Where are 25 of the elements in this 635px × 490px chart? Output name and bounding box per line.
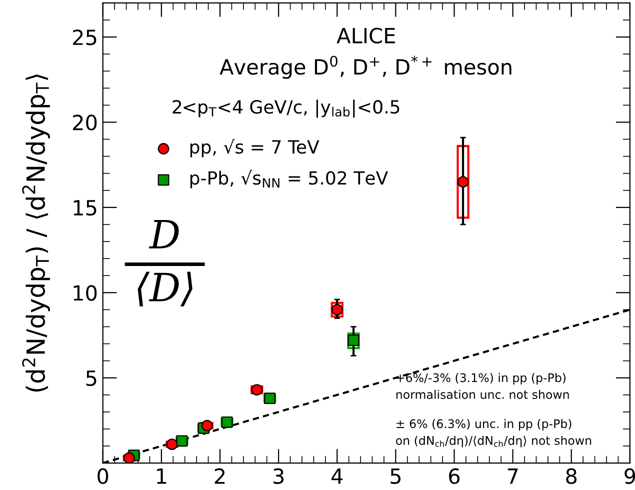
x-tick-label: 5 xyxy=(390,468,400,484)
x-tick-label: 3 xyxy=(274,468,284,484)
y-tick-label: 10 xyxy=(74,285,97,301)
y-tick-label: 25 xyxy=(73,29,96,46)
y-tick-label: 20 xyxy=(73,114,97,130)
annotation: +6%/-3% (3.1%) in pp (p-Pb) normalisation unc. not shown xyxy=(396,373,569,399)
x-tick-label: 7 xyxy=(508,468,518,484)
text: ALICE xyxy=(336,28,395,44)
x-tick-label: 4 xyxy=(332,468,343,484)
legend-label: pp, √s = 7 TeV xyxy=(190,138,320,158)
text: (d$^{2}$N/dydp$_{T}$) / ⟨d$^{2}$N/dydp$_{T}$⟩ xyxy=(22,74,50,392)
x-tick-label: 1 xyxy=(157,468,166,484)
x-tick-label: 6 xyxy=(449,468,460,484)
annotation: ± 6% (6.3%) unc. in pp (p-Pb) on (dN$_{ch}$/dη)/⟨dN$_{ch}$/dη⟩ not shown xyxy=(396,419,592,448)
x-tick-label: 0 xyxy=(98,468,108,484)
annotation: D xyxy=(148,220,179,248)
x-tick-label: 2 xyxy=(214,468,225,484)
x-tick-label: 9 xyxy=(624,468,635,484)
y-tick-label: 15 xyxy=(74,200,96,216)
annotation: ⟨D⟩ xyxy=(138,272,192,306)
x-tick-label: 8 xyxy=(566,468,577,484)
legend-label: p-Pb, √s$_{NN}$ = 5.02 TeV xyxy=(190,170,388,188)
y-tick-label: 5 xyxy=(86,370,96,386)
annotation: 2<p$_{T}$<4 GeV/c, |y$_{lab}$|<0.5 xyxy=(172,100,400,118)
text: Average D$^{0}$, D$^{+}$, D$^{*+}$ meson xyxy=(220,56,512,79)
